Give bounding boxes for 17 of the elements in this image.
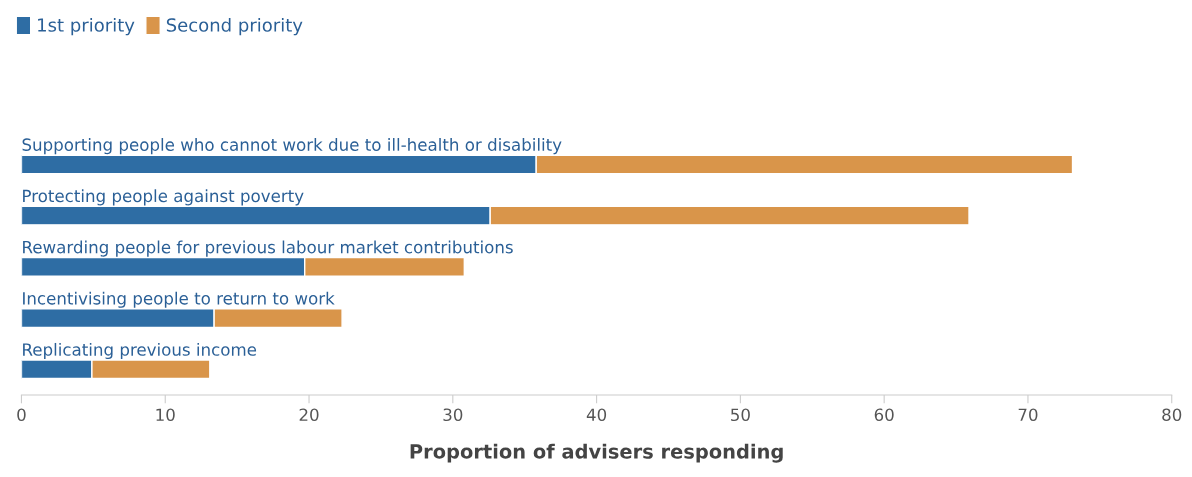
legend-label: Second priority [166,17,303,36]
x-axis-title: Proportion of advisers responding [410,443,783,463]
y-tick-label: Incentivising people to return to work [23,291,335,308]
x-tick-label: 30 [443,408,463,422]
x-tick-label: 60 [874,408,894,422]
x-tick-label: 70 [1018,408,1038,422]
x-tick-label: 10 [156,408,175,422]
x-tick-label: 0 [17,408,26,422]
y-tick-label: Rewarding people for previous labour market contributions [23,240,513,257]
y-tick-label: Replicating previous income [23,342,257,360]
y-tick-label: Supporting people who cannot work due to ill-health or disability [22,138,562,155]
x-tick-label: 40 [586,408,607,422]
x-tick-label: 20 [299,408,319,422]
legend-label: 1st priority [38,17,135,36]
y-tick-label: Protecting people against poverty [23,189,304,206]
x-tick-label: 50 [731,408,750,422]
x-tick-label: 80 [1162,408,1182,422]
